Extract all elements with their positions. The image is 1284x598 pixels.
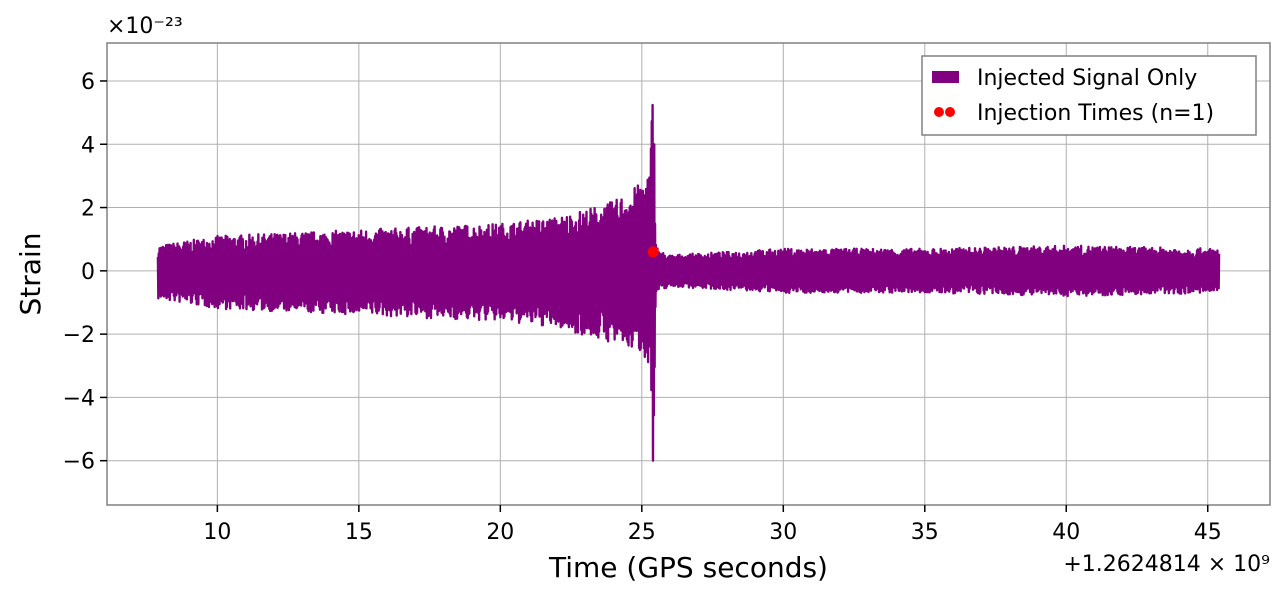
y-tick-label: 0 xyxy=(81,260,95,285)
x-tick-label: 35 xyxy=(911,520,939,545)
x-axis-ticks: 10 15 20 25 30 35 40 45 xyxy=(203,505,1222,545)
legend-label-injection-times: Injection Times (n=1) xyxy=(977,101,1214,126)
x-axis-label: Time (GPS seconds) xyxy=(548,551,828,584)
series-layer xyxy=(156,103,1221,462)
plot-frame xyxy=(106,42,1271,506)
legend-label-injected-signal: Injected Signal Only xyxy=(977,66,1197,91)
y-tick-label: 4 xyxy=(81,133,95,158)
y-tick-label: −4 xyxy=(63,386,95,411)
y-tick-label: 6 xyxy=(81,70,95,95)
x-tick-label: 15 xyxy=(345,520,373,545)
y-axis-label: Strain xyxy=(14,233,47,316)
y-tick-label: −2 xyxy=(63,323,95,348)
x-tick-label: 10 xyxy=(203,520,231,545)
y-axis-ticks: −6 −4 −2 0 2 4 6 xyxy=(63,70,107,475)
legend-box xyxy=(921,55,1257,136)
x-offset-label: +1.2624814 × 10⁹ xyxy=(1063,552,1270,577)
x-tick-label: 40 xyxy=(1052,520,1080,545)
signal-series-line xyxy=(156,103,1221,462)
x-tick-label: 30 xyxy=(769,520,797,545)
legend-marker-injection-times xyxy=(934,107,944,117)
injection-time-point xyxy=(647,246,659,258)
legend: Injected Signal Only Injection Times (n=… xyxy=(921,55,1257,136)
x-tick-label: 45 xyxy=(1194,520,1222,545)
x-tick-label: 20 xyxy=(486,520,514,545)
x-tick-label: 25 xyxy=(628,520,656,545)
y-tick-label: −6 xyxy=(63,450,95,475)
y-scale-label: ×10⁻²³ xyxy=(107,14,183,39)
y-tick-label: 2 xyxy=(81,197,95,222)
legend-marker-injection-times xyxy=(945,107,955,117)
legend-swatch-injected-signal xyxy=(932,71,959,83)
